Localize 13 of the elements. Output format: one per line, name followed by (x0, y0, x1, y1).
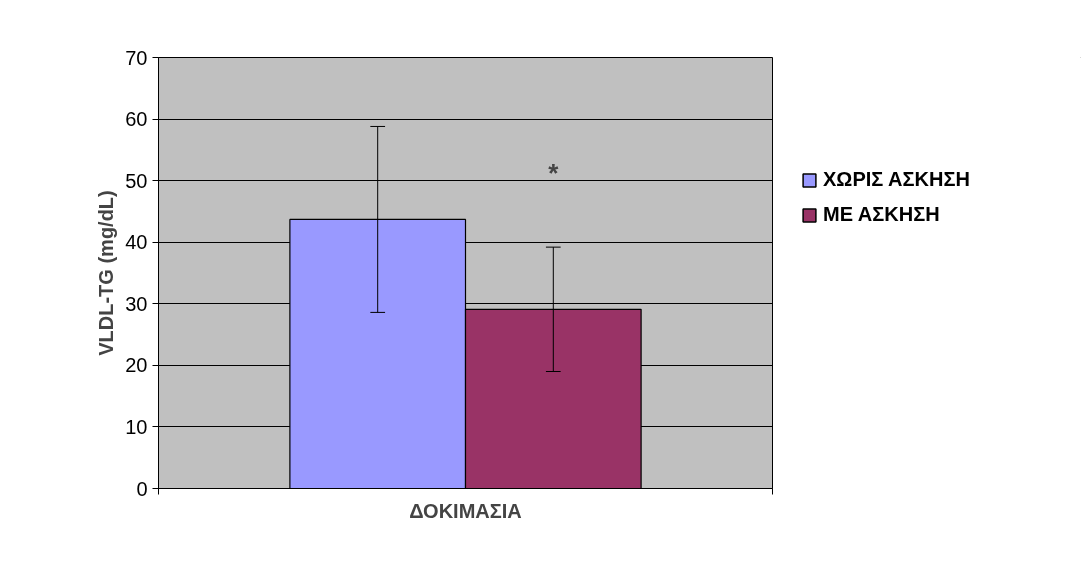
y-axis-title: VLDL-TG (mg/dL) (95, 190, 118, 356)
legend-label: ΧΩΡΙΣ ΑΣΚΗΣΗ (823, 168, 970, 191)
y-tick-label: 40 (125, 231, 148, 254)
legend-label: ΜΕ ΑΣΚΗΣΗ (823, 203, 940, 226)
y-tick-label: 20 (125, 354, 148, 377)
y-tick-label: 50 (125, 169, 148, 192)
y-tick-label: 10 (125, 415, 148, 438)
annotation: * (548, 158, 560, 189)
y-tick-label: 30 (125, 292, 148, 315)
y-tick-label: 0 (136, 477, 148, 500)
x-axis-title: ΔΟΚΙΜΑΣΙΑ (409, 499, 522, 522)
y-tick-label: 60 (125, 108, 148, 131)
y-tick-label: 70 (125, 46, 148, 69)
